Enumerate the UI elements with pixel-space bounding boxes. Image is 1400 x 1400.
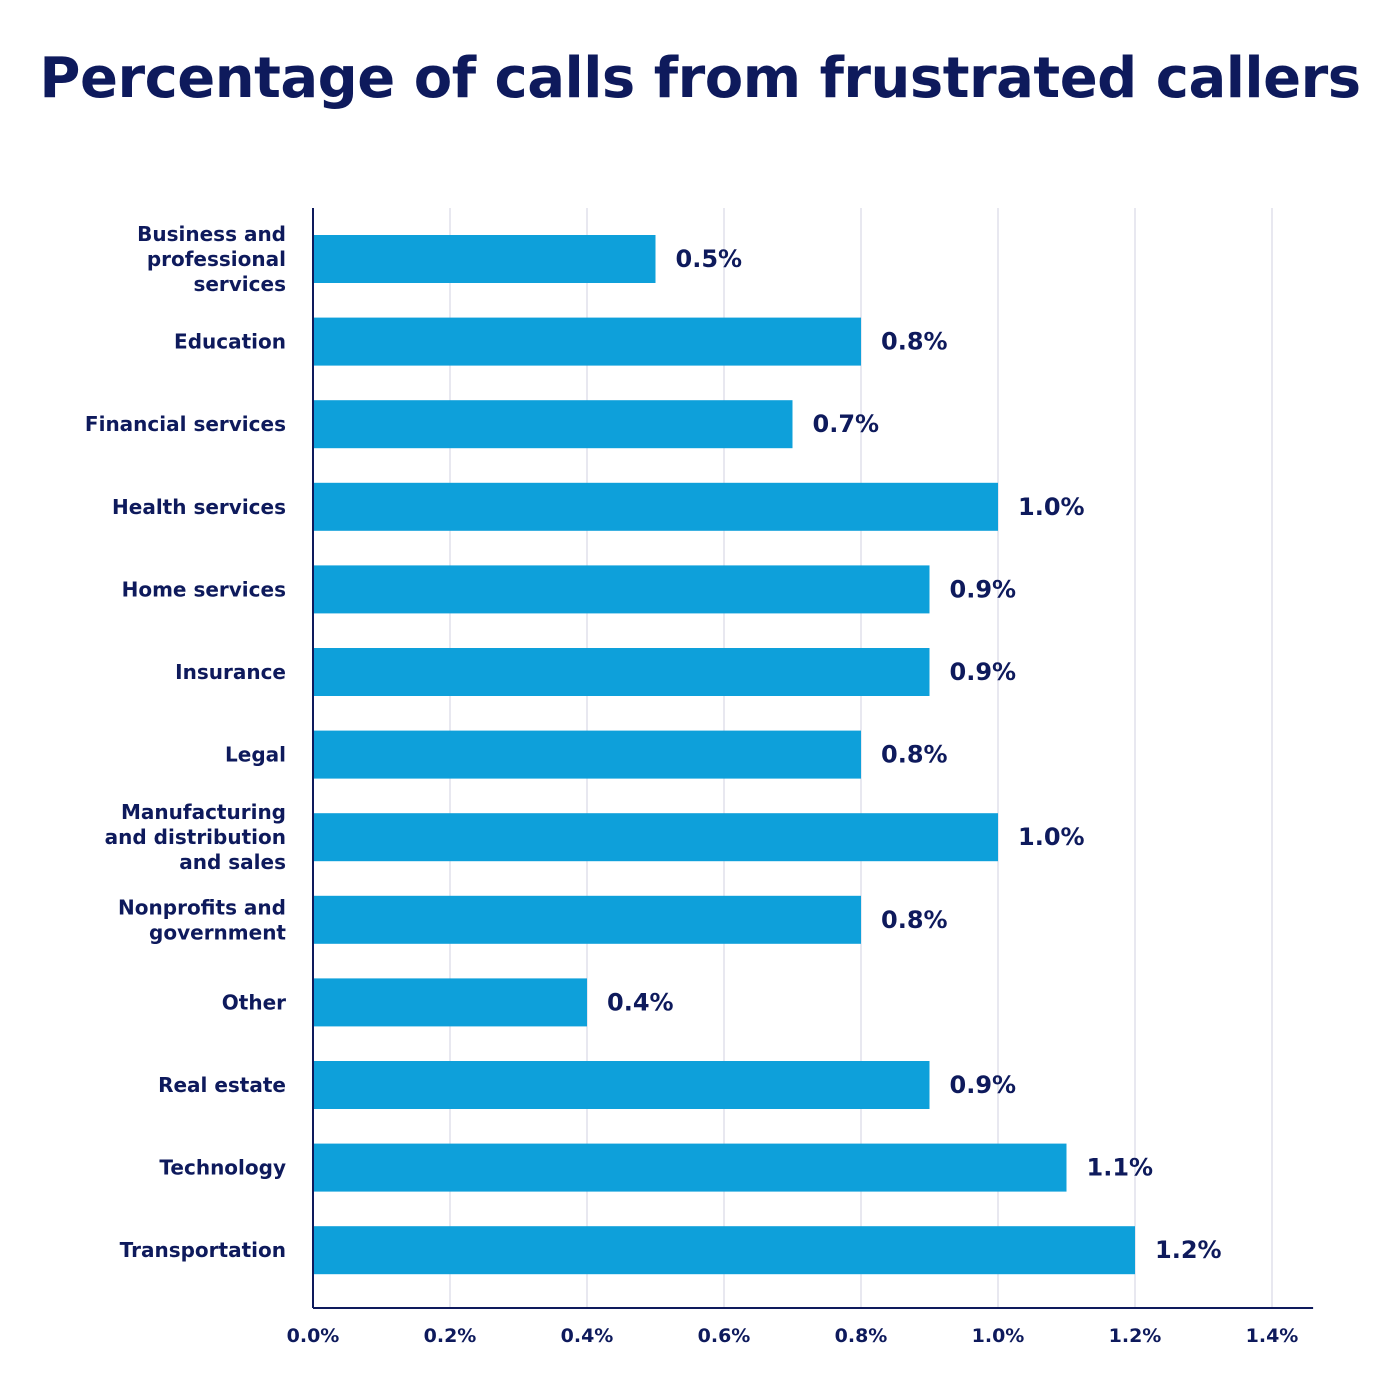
data-label: 1.1% <box>1087 1154 1154 1182</box>
category-label-line: Insurance <box>175 660 286 684</box>
category-label-line: Education <box>174 330 286 354</box>
data-label: 0.8% <box>881 906 948 934</box>
category-label-line: Manufacturing <box>121 800 286 824</box>
bar <box>313 1143 1067 1192</box>
category-label-line: Real estate <box>158 1073 286 1097</box>
category-label-line: Legal <box>225 743 286 767</box>
data-label: 0.8% <box>881 328 948 356</box>
bar <box>313 235 656 283</box>
bar <box>313 1061 930 1109</box>
x-tick-label: 0.8% <box>835 1325 888 1347</box>
category-label: Legal <box>225 743 286 767</box>
data-label: 1.0% <box>1018 493 1085 521</box>
category-label-line: Other <box>222 990 286 1014</box>
category-label: Financial services <box>85 412 286 436</box>
category-label: Business and professional services <box>137 222 286 296</box>
category-labels: Business and professional services Educatio… <box>85 222 287 1262</box>
category-label-line: Health services <box>112 495 286 519</box>
bar <box>313 730 861 779</box>
category-label-line: and sales <box>179 850 286 874</box>
category-label: Technology <box>159 1156 286 1180</box>
category-label-line: Nonprofits and <box>118 895 286 919</box>
bar <box>313 813 998 862</box>
bar <box>313 317 861 366</box>
category-label: Manufacturing and distribution and sales <box>105 800 286 874</box>
category-label: Real estate <box>158 1073 286 1097</box>
bars <box>313 235 1135 1275</box>
category-label: Education <box>174 330 286 354</box>
category-label: Transportation <box>120 1238 286 1262</box>
category-label: Nonprofits and government <box>118 895 286 944</box>
category-label-line: government <box>149 920 286 944</box>
data-label: 0.9% <box>950 658 1017 686</box>
data-label: 0.9% <box>950 575 1017 603</box>
bar <box>313 895 861 944</box>
x-tick-label: 1.4% <box>1246 1325 1299 1347</box>
x-tick-labels: 0.0% 0.2% 0.4% 0.6% 0.8% 1.0% 1.2% 1.4% <box>287 1325 1299 1347</box>
data-label: 0.4% <box>607 988 674 1016</box>
chart-title: Percentage of calls from frustrated call… <box>39 46 1361 111</box>
data-label: 0.9% <box>950 1071 1017 1099</box>
bar <box>313 482 998 531</box>
data-labels: 0.5% 0.8% 0.7% 1.0% 0.9% 0.9% 0.8% 1.0% 0.8% 0.4%… <box>607 245 1222 1264</box>
category-label-line: Technology <box>159 1156 286 1180</box>
category-label: Health services <box>112 495 286 519</box>
category-label: Home services <box>122 577 286 601</box>
data-label: 0.8% <box>881 741 948 769</box>
category-label-line: Business and <box>137 222 286 246</box>
data-label: 1.0% <box>1018 823 1085 851</box>
data-label: 0.7% <box>813 410 880 438</box>
x-tick-label: 1.0% <box>972 1325 1025 1347</box>
category-label: Insurance <box>175 660 286 684</box>
x-tick-label: 1.2% <box>1109 1325 1162 1347</box>
x-tick-label: 0.4% <box>561 1325 614 1347</box>
axes <box>312 208 1314 1309</box>
data-label: 0.5% <box>676 245 743 273</box>
bar <box>313 565 930 614</box>
x-tick-label: 0.6% <box>698 1325 751 1347</box>
category-label-line: Transportation <box>120 1238 286 1262</box>
x-tick-label: 0.0% <box>287 1325 340 1347</box>
category-label: Other <box>222 990 286 1014</box>
category-label-line: services <box>193 272 286 296</box>
category-label-line: Financial services <box>85 412 286 436</box>
data-label: 1.2% <box>1155 1236 1222 1264</box>
bar <box>313 1226 1135 1275</box>
bar <box>313 400 793 449</box>
bar <box>313 648 930 696</box>
category-label-line: professional <box>147 247 286 271</box>
category-label-line: Home services <box>122 577 286 601</box>
category-label-line: and distribution <box>105 825 286 849</box>
x-tick-label: 0.2% <box>424 1325 477 1347</box>
bar <box>313 978 587 1027</box>
